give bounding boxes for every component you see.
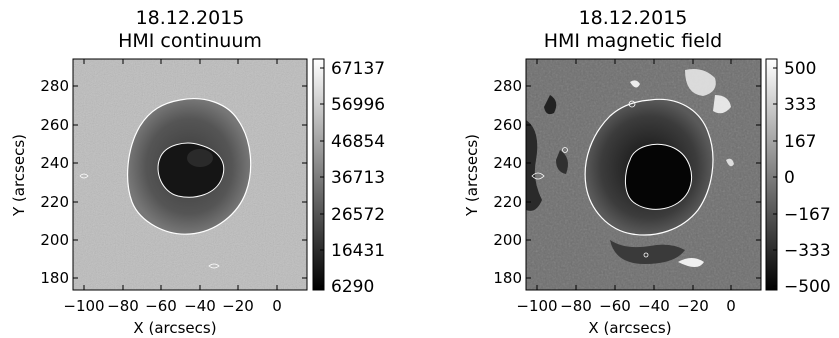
magnetic-y-axis [526,85,761,279]
y-tick-label: 260 [40,116,69,134]
colorbar-tick-label: 56996 [331,95,385,115]
magnetic-title: HMI magnetic field [544,30,722,52]
colorbar-tick-label: 0 [784,168,795,188]
continuum-y-label: Y (arcsecs) [10,134,28,217]
continuum-x-label: X (arcsecs) [133,319,216,337]
x-tick-label: −40 [638,297,670,315]
continuum-date: 18.12.2015 [136,7,245,29]
x-tick-label: −80 [107,297,139,315]
colorbar-tick-label: 500 [784,59,816,79]
magnetic-x-label: X (arcsecs) [588,319,671,337]
x-tick-label: −80 [560,297,592,315]
x-tick-label: −20 [222,297,254,315]
continuum-colorbar: 67137 56996 46854 36713 26572 16431 6290 [312,58,385,297]
colorbar-tick-label: −333 [784,241,831,261]
magnetic-y-label: Y (arcsecs) [463,134,481,217]
colorbar-tick-label: 46854 [331,132,385,152]
magnetic-date: 18.12.2015 [579,7,688,29]
x-tick-label: −100 [516,297,557,315]
magnetic-image [526,59,761,290]
x-tick-label: −20 [677,297,709,315]
x-tick-label: 0 [726,297,736,315]
y-tick-label: 200 [40,231,69,249]
continuum-figure: 18.12.2015 HMI continuum [10,7,385,337]
magnetic-figure: 18.12.2015 HMI magnetic field [463,7,831,337]
y-tick-label: 260 [493,116,522,134]
y-tick-label: 280 [40,77,69,95]
magnetic-x-axis [536,59,732,290]
colorbar-tick-label: 16431 [331,241,385,261]
colorbar-tick-label: 167 [784,132,816,152]
x-tick-label: 0 [272,297,282,315]
magnetic-panel: 18.12.2015 HMI magnetic field [420,0,839,338]
continuum-image [73,59,307,290]
x-tick-label: −40 [184,297,216,315]
colorbar-tick-label: 67137 [331,59,385,79]
continuum-title: HMI continuum [118,30,262,52]
colorbar-tick-label: 26572 [331,205,385,225]
y-tick-label: 280 [493,77,522,95]
x-tick-label: −100 [63,297,104,315]
continuum-panel: 18.12.2015 HMI continuum [10,7,385,337]
colorbar-tick-label: 333 [784,95,816,115]
sunspot-umbra [625,144,692,210]
y-tick-label: 220 [493,193,522,211]
x-tick-label: −60 [145,297,177,315]
magnetic-colorbar: 500 333 167 0 −167 −333 −500 [765,58,831,297]
y-tick-label: 240 [493,154,522,172]
y-tick-label: 240 [40,154,69,172]
y-tick-label: 220 [40,193,69,211]
colorbar-tick-label: −167 [784,205,831,225]
continuum-y-axis [73,85,307,279]
y-tick-label: 200 [493,231,522,249]
colorbar-tick-label: 36713 [331,168,385,188]
y-tick-label: 180 [40,269,69,287]
x-tick-label: −60 [599,297,631,315]
colorbar-tick-label: 6290 [331,277,374,297]
y-tick-label: 180 [493,269,522,287]
continuum-x-axis [83,59,278,290]
colorbar-tick-label: −500 [784,277,831,297]
